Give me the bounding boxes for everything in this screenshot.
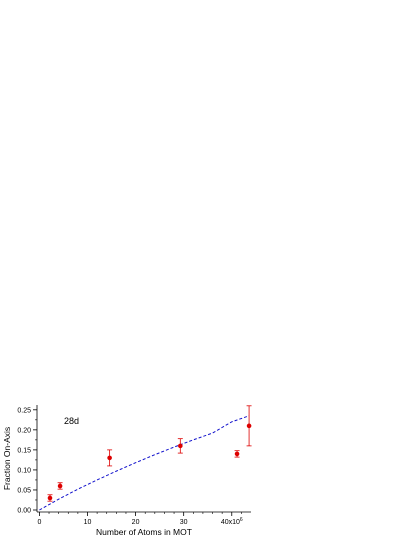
data-point <box>246 423 252 429</box>
x-tick-label: 0 <box>37 519 41 526</box>
y-tick-label: 0.25 <box>17 407 31 414</box>
chart-annotation: 28d <box>64 416 79 426</box>
axes-layer: 0.00 0.05 0.10 0.15 0.20 0.25 0 10 20 30 40x106 <box>17 405 251 526</box>
x-tick-exponent: 6 <box>240 517 243 523</box>
x-tick-label: 20 <box>132 519 140 526</box>
y-axis-title: Fraction On-Axis <box>2 427 12 490</box>
data-point <box>178 443 183 449</box>
fit-layer <box>39 415 250 511</box>
data-point <box>57 483 63 489</box>
y-tick-label: 0.10 <box>17 467 31 474</box>
y-tick-label: 0.15 <box>17 447 31 454</box>
x-tick-label: 40x106 <box>221 517 243 526</box>
fit-curve <box>39 415 250 511</box>
x-tick-label: 30 <box>180 519 188 526</box>
y-tick-label: 0.00 <box>17 507 31 514</box>
y-tick-label: 0.20 <box>17 427 31 434</box>
x-axis-title: Number of Atoms in MOT <box>96 527 192 537</box>
y-tick-label: 0.05 <box>17 487 31 494</box>
data-point <box>47 495 53 501</box>
points-layer <box>47 405 252 502</box>
data-point <box>107 455 112 461</box>
x-tick-label: 10 <box>84 519 92 526</box>
data-point <box>234 451 240 457</box>
